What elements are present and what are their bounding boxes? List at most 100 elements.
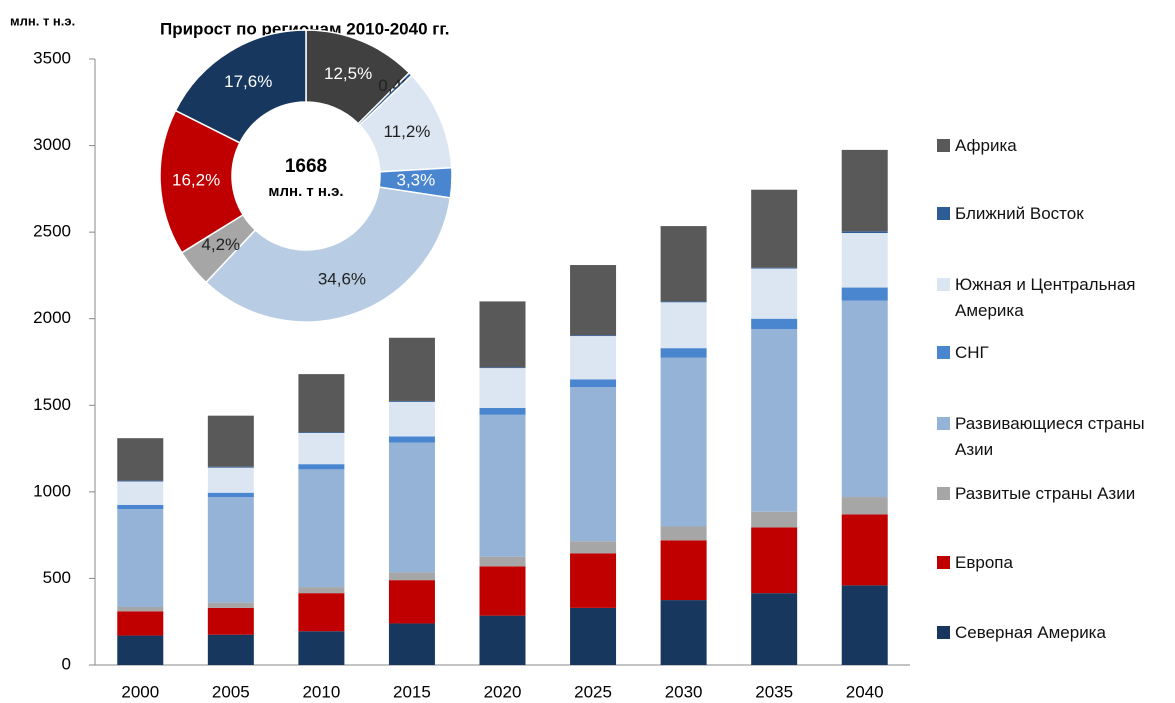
- bar-segment: [388, 401, 435, 437]
- bar-segment: [479, 367, 526, 369]
- bar-segment: [207, 602, 254, 608]
- bar-segment: [388, 572, 435, 581]
- bar-segment: [207, 634, 254, 665]
- x-tick-label: 2035: [755, 682, 793, 701]
- bar-segment: [570, 541, 617, 554]
- bar-segment: [298, 587, 345, 594]
- donut-total-unit: млн. т н.э.: [268, 183, 343, 200]
- donut-label: 34,6%: [318, 269, 366, 288]
- bar-segment: [388, 436, 435, 443]
- donut-title: Прирост по регионам 2010-2040 гг.: [160, 19, 449, 38]
- donut-total: 1668: [285, 156, 327, 177]
- x-tick-label: 2020: [484, 682, 522, 701]
- bar-segment: [751, 329, 798, 512]
- y-tick-label: 1000: [33, 481, 71, 500]
- bar-segment: [570, 336, 617, 380]
- bar-segment: [660, 540, 707, 601]
- bar-segment: [660, 357, 707, 527]
- bar-segment: [570, 387, 617, 542]
- x-tick-label: 2040: [846, 682, 884, 701]
- donut-label: 17,6%: [224, 72, 272, 91]
- bar-segment: [388, 623, 435, 665]
- y-tick-label: 0: [62, 654, 71, 673]
- bar-segment: [388, 400, 435, 402]
- legend-label: Африка: [955, 136, 1017, 155]
- bar-segment: [570, 265, 617, 336]
- y-tick-label: 3500: [33, 48, 71, 67]
- bar-segment: [207, 607, 254, 635]
- x-tick-label: 2010: [302, 682, 340, 701]
- x-tick-label: 2000: [121, 682, 159, 701]
- bar-segment: [117, 606, 164, 612]
- donut-label: 4,2%: [201, 235, 240, 254]
- x-tick-label: 2005: [212, 682, 250, 701]
- bar-segment: [841, 300, 888, 498]
- bar-segment: [117, 504, 164, 510]
- bar-segment: [117, 509, 164, 607]
- bar-segment: [207, 467, 254, 493]
- bar-segment: [479, 556, 526, 567]
- bar-segment: [751, 267, 798, 269]
- bar-segment: [298, 593, 345, 632]
- bar-segment: [298, 432, 345, 433]
- bar-segment: [841, 149, 888, 232]
- bar-segment: [660, 526, 707, 541]
- bar-segment: [751, 318, 798, 330]
- legend-swatch: [937, 556, 950, 569]
- bar-segment: [298, 464, 345, 470]
- donut-slice: [204, 186, 452, 323]
- bar-segment: [117, 635, 164, 665]
- bar-segment: [207, 492, 254, 498]
- bar-segment: [388, 337, 435, 401]
- legend-swatch: [937, 278, 950, 291]
- legend-label: СНГ: [955, 343, 989, 362]
- bar-segment: [751, 511, 798, 528]
- bar-segment: [660, 600, 707, 665]
- bar-segment: [570, 607, 617, 665]
- bar-segment: [479, 407, 526, 415]
- bar-segment: [841, 514, 888, 586]
- bar-segment: [841, 585, 888, 665]
- legend-label: Развитые страны Азии: [955, 484, 1136, 503]
- bar-segment: [479, 566, 526, 616]
- bar-segment: [298, 432, 345, 465]
- bar-segment: [207, 466, 254, 468]
- bar-segment: [117, 438, 164, 481]
- bar-segment: [298, 469, 345, 588]
- bar-segment: [207, 415, 254, 467]
- legend-swatch: [937, 487, 950, 500]
- bar-segment: [388, 442, 435, 573]
- y-tick-label: 1500: [33, 395, 71, 414]
- bar-segment: [207, 497, 254, 603]
- bar-segment: [841, 231, 888, 234]
- bar-segment: [117, 611, 164, 636]
- bar-segment: [570, 553, 617, 608]
- bar-segment: [841, 233, 888, 288]
- y-tick-label: 3000: [33, 135, 71, 154]
- x-tick-label: 2015: [393, 682, 431, 701]
- bar-segment: [117, 481, 164, 505]
- donut-slice: [174, 29, 307, 144]
- x-tick-label: 2025: [574, 682, 612, 701]
- legend-swatch: [937, 346, 950, 359]
- bar-segment: [660, 301, 707, 303]
- bar-segment: [570, 335, 617, 337]
- bar-segment: [298, 374, 345, 433]
- donut-label: 12,5%: [324, 64, 372, 83]
- bar-segment: [388, 580, 435, 624]
- bar-segment: [660, 226, 707, 302]
- bar-segment: [751, 527, 798, 594]
- y-axis-label: млн. т н.э.: [10, 13, 75, 28]
- donut-label: 11,2%: [383, 122, 430, 141]
- legend-label: Ближний Восток: [955, 204, 1084, 223]
- bar-segment: [479, 615, 526, 665]
- donut-label: 16,2%: [172, 170, 220, 189]
- bar-segment: [841, 287, 888, 301]
- bar-segment: [570, 379, 617, 388]
- y-tick-label: 500: [43, 568, 71, 587]
- legend-swatch: [937, 207, 950, 220]
- legend-swatch: [937, 139, 950, 152]
- legend-label: Европа: [955, 553, 1013, 572]
